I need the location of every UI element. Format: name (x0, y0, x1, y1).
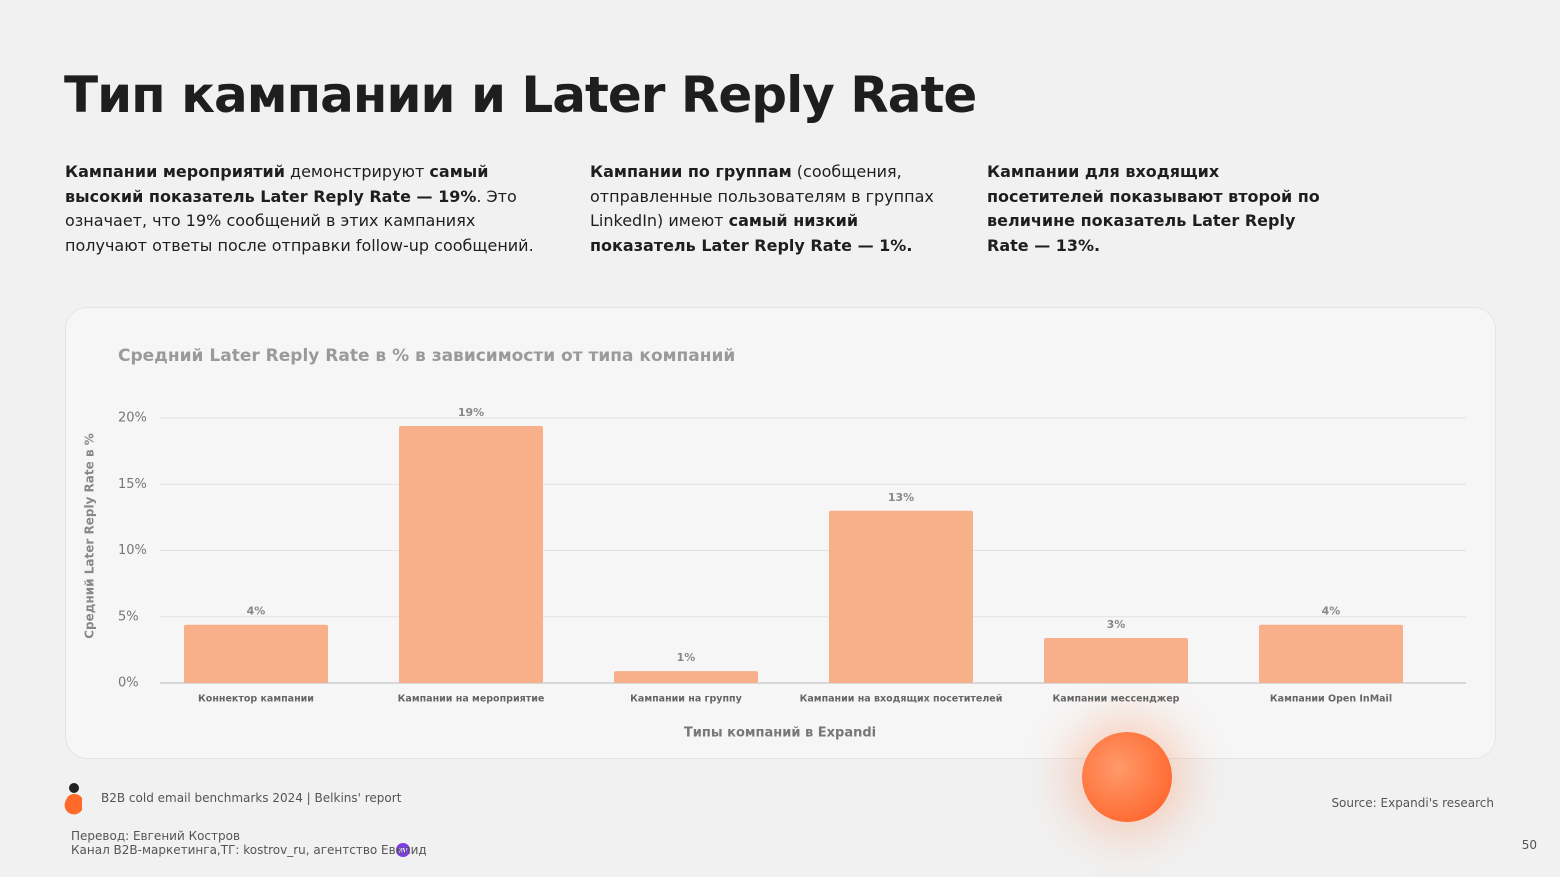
chart-card (65, 307, 1496, 759)
bar (1259, 624, 1403, 683)
y-tick-label: 20% (118, 411, 147, 426)
value-label: 19% (458, 406, 484, 419)
paragraph: Кампании мероприятий демонстрируют самый… (65, 160, 545, 258)
bar (614, 671, 758, 683)
slide-title: Тип кампании и Later Reply Rate (64, 66, 977, 124)
text-run: демонстрируют (284, 162, 430, 181)
text-run: самый низкий показатель Later Reply Rate… (590, 211, 913, 255)
x-tick-label: Коннектор кампании (198, 694, 314, 705)
x-axis-label: Типы компаний в Expandi (684, 726, 876, 741)
y-tick-label: 0% (118, 676, 139, 691)
x-tick-label: Кампании на входящих посетителей (800, 694, 1003, 705)
text-run: Кампании для входящих посетителей показы… (987, 162, 1320, 255)
text-run: (сообщения, отправленные пользователям в… (590, 162, 934, 230)
bar (184, 624, 328, 683)
text-run: Кампании мероприятий (65, 162, 285, 181)
bar (829, 510, 973, 683)
bar (1044, 637, 1188, 683)
credit: Перевод: Евгений Костров (71, 829, 241, 843)
value-label: 4% (247, 605, 266, 618)
value-label: 3% (1107, 618, 1126, 631)
value-label: 13% (888, 491, 914, 504)
report-caption: B2B cold email benchmarks 2024 | Belkins… (101, 791, 402, 805)
text-run: самый высокий показатель Later Reply Rat… (65, 162, 489, 206)
x-tick-label: Кампании Open InMail (1270, 694, 1392, 705)
chart-title: Средний Later Reply Rate в % в зависимос… (118, 346, 735, 366)
x-tick-label: Кампании на мероприятие (398, 694, 545, 705)
value-label: 4% (1322, 605, 1341, 618)
source: Source: Expandi's research (1331, 796, 1494, 810)
logo (64, 783, 410, 857)
value-label: 1% (677, 651, 696, 664)
bar (399, 425, 543, 683)
credit: Канал B2B-маркетинга,ТГ: kostrov_ru, аге… (71, 843, 427, 857)
paragraph: Кампании для входящих посетителей показы… (987, 160, 1332, 258)
y-axis-label: Средний Later Reply Rate в % (83, 433, 97, 639)
text-run: . Это означает, что 19% сообщений в этих… (65, 186, 534, 255)
y-tick-label: 15% (118, 477, 147, 492)
decoration (1082, 732, 1172, 822)
page-number: 50 (1521, 838, 1537, 852)
badge: EV (399, 848, 408, 855)
x-tick-label: Кампании на группу (630, 694, 742, 705)
text-run: Кампании по группам (590, 162, 792, 181)
y-tick-label: 10% (118, 543, 147, 558)
y-tick-label: 5% (118, 609, 139, 624)
x-tick-label: Кампании мессенджер (1053, 694, 1180, 705)
paragraph: Кампании по группам (сообщения, отправле… (590, 160, 965, 258)
